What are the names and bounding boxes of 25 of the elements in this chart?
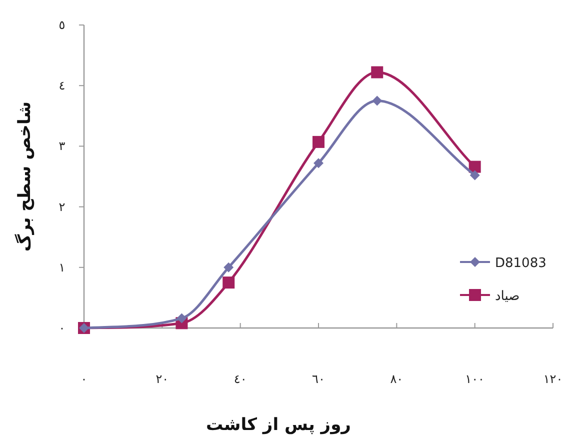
x-tick-label: ١٠٠ [465, 372, 485, 386]
x-axis-title: روز پس از کاشت [206, 415, 351, 435]
point [224, 262, 234, 272]
y-tick-label: ٤ [58, 78, 66, 93]
y-axis-title: شاخص سطح برگ [14, 101, 35, 252]
point [222, 276, 235, 289]
x-tick-label: ٢٠ [156, 372, 169, 386]
point [312, 136, 324, 148]
y-tick-label: ٠ [58, 321, 66, 335]
point [470, 170, 480, 180]
legend-label: D81083 [495, 256, 546, 271]
x-tick-label: ٤٠ [234, 372, 247, 386]
y-tick-label: ٣ [58, 139, 66, 154]
point [371, 66, 384, 78]
x-tick-label: ١٢٠ [543, 372, 563, 386]
legend-label: صیاد [495, 289, 520, 304]
x-tick-label: ٦٠ [312, 372, 325, 386]
point [314, 158, 324, 168]
x-tick-label: ٠ [80, 372, 88, 386]
point [176, 313, 187, 324]
y-tick-label: ٢ [58, 200, 66, 214]
x-tick-label: ٨٠ [390, 372, 404, 386]
point [372, 96, 382, 106]
y-tick-label: ٥ [58, 18, 66, 32]
y-tick-label: ١ [58, 260, 66, 274]
